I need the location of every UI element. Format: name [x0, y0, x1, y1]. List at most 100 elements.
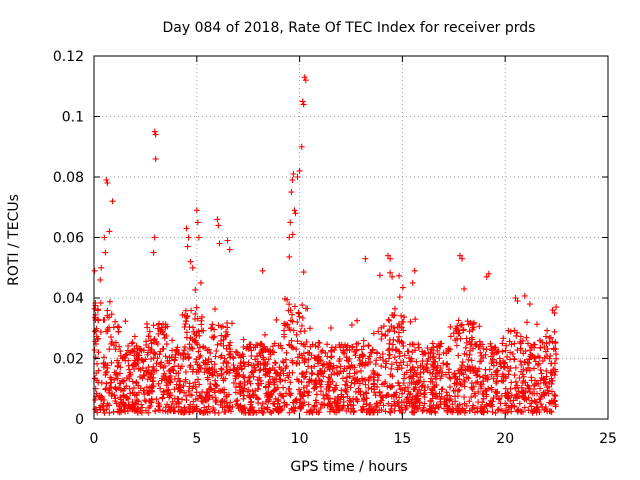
data-point	[495, 395, 502, 402]
data-point	[264, 346, 271, 353]
data-point	[262, 359, 268, 366]
data-point	[240, 359, 247, 366]
data-point	[332, 344, 339, 351]
data-point	[212, 306, 218, 313]
data-point	[266, 381, 273, 388]
data-point	[544, 408, 551, 415]
data-point	[108, 311, 115, 318]
data-point	[496, 361, 503, 367]
data-point	[531, 386, 537, 392]
data-point	[524, 319, 530, 326]
data-point	[134, 360, 141, 367]
data-point	[112, 318, 119, 325]
data-point	[149, 377, 156, 384]
data-point	[548, 380, 555, 387]
data-point	[260, 362, 267, 368]
data-point	[405, 348, 412, 355]
data-point	[399, 340, 406, 346]
data-point	[160, 389, 167, 396]
data-point	[542, 333, 549, 340]
data-point	[361, 362, 368, 369]
data-point	[183, 397, 190, 404]
data-point	[124, 405, 131, 412]
data-point	[204, 409, 211, 416]
data-point	[386, 317, 393, 324]
data-point	[343, 378, 350, 385]
data-point	[383, 393, 390, 399]
data-point	[141, 372, 148, 379]
data-point	[506, 338, 513, 345]
data-point	[180, 350, 187, 357]
data-point	[257, 342, 263, 349]
data-point	[232, 389, 239, 396]
data-point	[343, 354, 350, 361]
data-point	[110, 324, 117, 331]
data-point	[287, 379, 294, 386]
data-point	[299, 370, 306, 377]
data-point	[492, 344, 499, 351]
data-point	[362, 255, 369, 262]
data-point	[281, 327, 287, 334]
data-point	[536, 396, 543, 403]
data-point	[394, 364, 401, 371]
data-point	[263, 399, 269, 405]
data-point	[416, 386, 423, 393]
data-point	[420, 366, 427, 373]
data-point	[321, 361, 328, 367]
data-point	[217, 354, 224, 361]
data-point	[459, 359, 466, 366]
data-point	[137, 385, 144, 392]
data-point	[552, 393, 559, 400]
data-point	[192, 286, 199, 293]
data-point	[551, 392, 558, 399]
data-point	[214, 341, 221, 348]
data-point	[107, 384, 114, 391]
data-point	[305, 363, 312, 370]
data-point	[443, 389, 450, 396]
data-point	[398, 404, 405, 411]
data-point	[378, 397, 385, 404]
data-point	[494, 348, 501, 355]
data-point	[391, 407, 398, 414]
x-tick-label: 20	[496, 431, 514, 447]
data-point	[153, 339, 160, 346]
data-point	[306, 409, 313, 416]
data-point	[122, 318, 129, 325]
data-point	[133, 392, 140, 398]
data-point	[454, 403, 461, 410]
data-point	[407, 390, 414, 397]
data-point	[196, 354, 203, 361]
data-point	[185, 355, 192, 362]
data-point	[240, 388, 247, 395]
data-point	[219, 397, 226, 404]
x-tick-label: 10	[291, 431, 309, 447]
data-point	[502, 375, 509, 382]
data-point	[400, 380, 407, 386]
data-point	[94, 409, 101, 416]
data-point	[469, 402, 476, 409]
data-point	[297, 405, 304, 412]
data-point	[376, 388, 383, 395]
data-point	[298, 379, 305, 386]
data-point	[508, 392, 515, 399]
data-point	[424, 358, 431, 365]
data-point	[346, 347, 353, 354]
data-point	[101, 409, 108, 416]
data-point	[404, 384, 411, 391]
data-point	[422, 350, 428, 357]
data-point	[92, 375, 99, 382]
data-point	[508, 379, 515, 386]
data-point	[518, 340, 525, 347]
data-point	[224, 320, 231, 326]
data-point	[407, 318, 414, 325]
data-point	[323, 386, 330, 392]
data-point	[237, 390, 244, 397]
data-point	[116, 380, 123, 387]
data-point	[294, 174, 301, 180]
data-point	[193, 389, 200, 396]
data-point	[518, 362, 525, 368]
data-point	[180, 409, 187, 416]
data-point	[459, 255, 465, 262]
data-point	[353, 346, 360, 353]
